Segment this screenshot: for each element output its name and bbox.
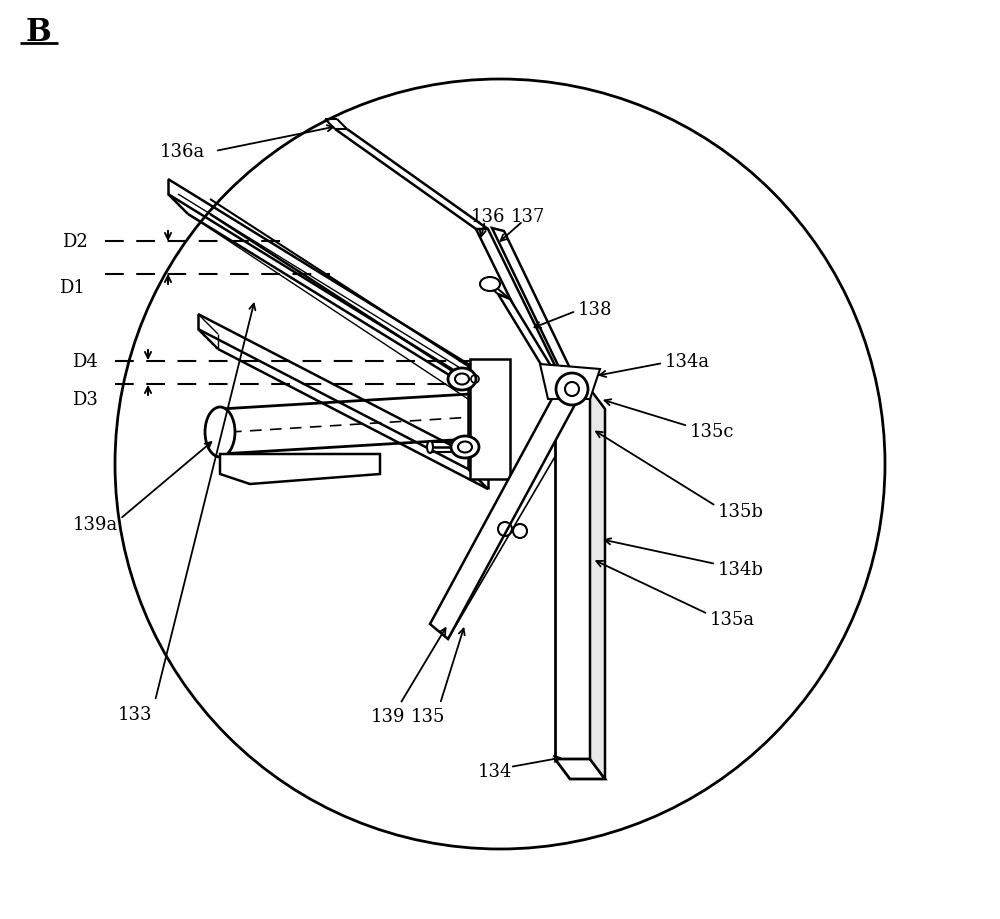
Text: D1: D1 — [59, 278, 85, 297]
Ellipse shape — [451, 437, 479, 459]
Text: 136a: 136a — [159, 142, 205, 161]
Polygon shape — [555, 390, 590, 599]
Text: 134b: 134b — [718, 561, 764, 578]
Text: 137: 137 — [511, 208, 545, 226]
Polygon shape — [590, 390, 605, 779]
Ellipse shape — [448, 369, 476, 391]
Polygon shape — [555, 759, 605, 779]
Polygon shape — [498, 295, 568, 394]
Polygon shape — [476, 230, 564, 384]
Text: 134a: 134a — [665, 353, 710, 370]
Text: 136: 136 — [471, 208, 505, 226]
Text: 135b: 135b — [718, 503, 764, 520]
Polygon shape — [430, 384, 578, 640]
Circle shape — [556, 374, 588, 405]
Text: D2: D2 — [62, 233, 88, 251]
Text: B: B — [25, 17, 51, 48]
Ellipse shape — [480, 278, 500, 291]
Text: 133: 133 — [118, 705, 152, 723]
Text: D4: D4 — [72, 353, 98, 370]
Polygon shape — [220, 455, 380, 484]
Polygon shape — [470, 359, 510, 480]
Ellipse shape — [427, 441, 433, 453]
Polygon shape — [555, 390, 590, 759]
Text: D3: D3 — [72, 391, 98, 409]
Text: 135: 135 — [411, 708, 445, 725]
Text: 134: 134 — [478, 762, 512, 780]
Ellipse shape — [205, 407, 235, 458]
Polygon shape — [492, 229, 580, 390]
Polygon shape — [540, 365, 600, 400]
Text: 139a: 139a — [73, 516, 118, 533]
Text: 138: 138 — [578, 301, 612, 319]
Text: 135c: 135c — [690, 423, 734, 440]
Text: 139: 139 — [371, 708, 405, 725]
Text: 135a: 135a — [710, 610, 755, 629]
